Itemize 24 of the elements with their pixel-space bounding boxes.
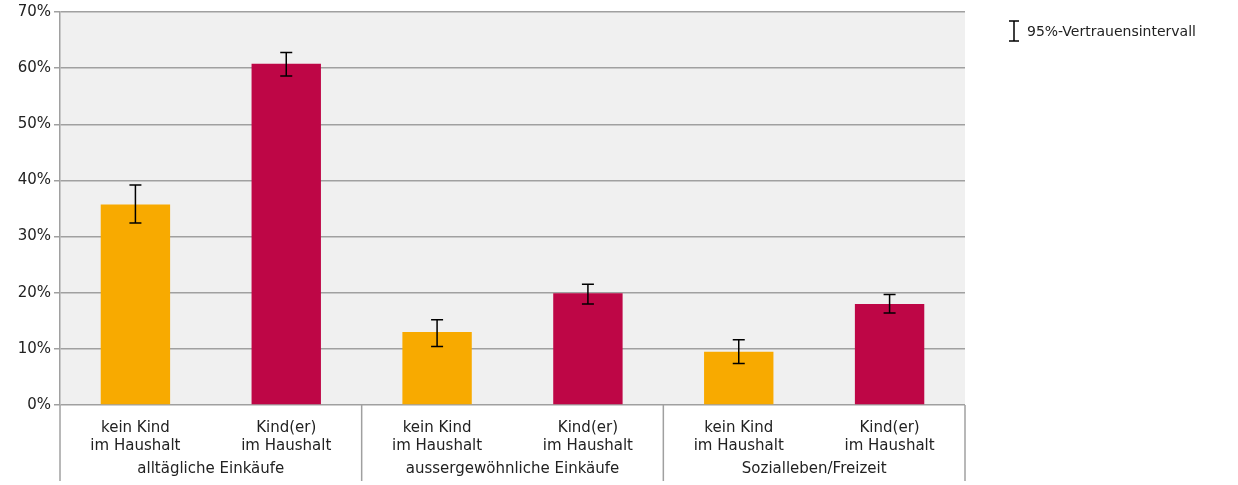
text: aussergewöhnliche Einkäufe <box>405 458 620 477</box>
x-tick-label: Kind(er) im Haushalt <box>844 417 935 454</box>
bar <box>854 303 925 405</box>
bar <box>100 204 171 405</box>
y-tick-label: 10% <box>17 338 51 357</box>
x-tick-label: kein Kind im Haushalt <box>90 417 181 454</box>
bar <box>402 332 472 405</box>
bar <box>704 351 774 405</box>
text: alltägliche Einkäufe <box>137 458 285 477</box>
x-tick-label: kein Kind im Haushalt <box>693 417 784 454</box>
x-tick-label: kein Kind im Haushalt <box>392 417 483 454</box>
bar <box>251 63 321 405</box>
y-tick-label: 40% <box>17 170 51 189</box>
bar <box>553 293 623 405</box>
y-tick-label: 20% <box>17 282 51 301</box>
y-tick-label: 0% <box>27 394 51 413</box>
text: 95%-Vertrauensintervall <box>1027 23 1196 39</box>
y-tick-label: 60% <box>17 58 51 77</box>
y-tick-label: 70% <box>17 1 51 20</box>
y-tick-label: 30% <box>17 226 51 245</box>
text: Sozialleben/Freizeit <box>741 458 887 477</box>
x-tick-label: Kind(er) im Haushalt <box>241 417 332 454</box>
y-tick-label: 50% <box>17 114 51 133</box>
x-tick-label: Kind(er) im Haushalt <box>542 417 634 454</box>
